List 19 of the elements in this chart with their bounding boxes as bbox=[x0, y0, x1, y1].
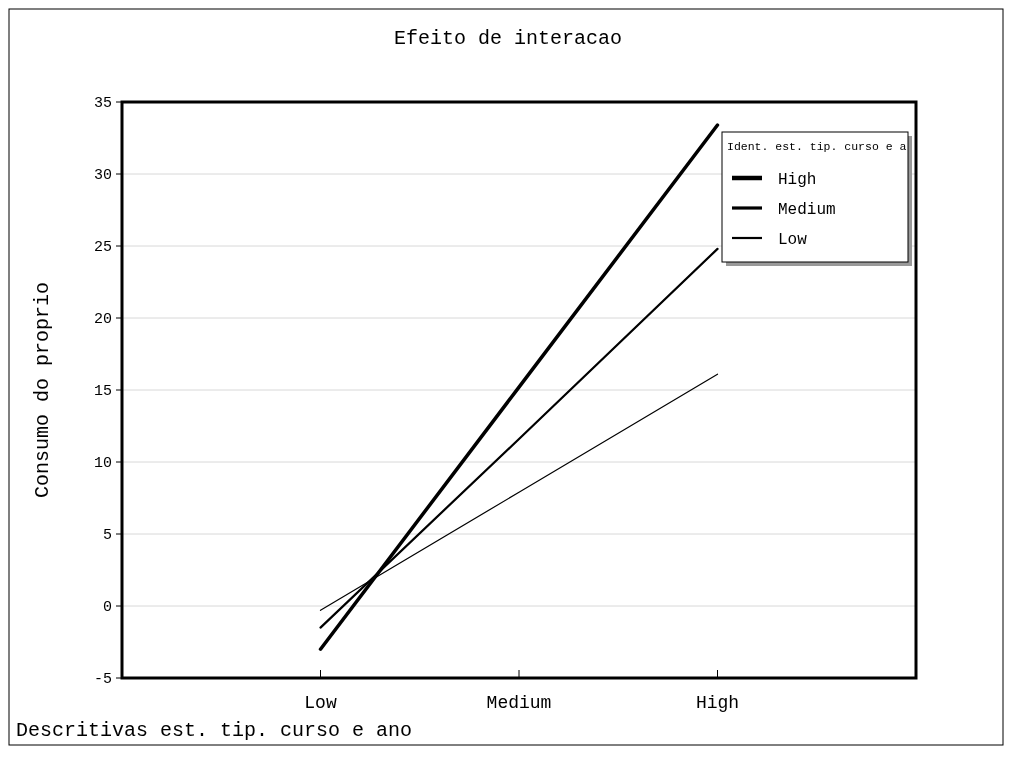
chart-title: Efeito de interacao bbox=[393, 27, 623, 50]
y-tick-label: 5 bbox=[102, 527, 112, 545]
legend-label: High bbox=[778, 170, 817, 189]
y-tick-label: 20 bbox=[93, 311, 112, 329]
x-axis-title: Descritivas est. tip. curso e ano bbox=[16, 719, 413, 742]
legend-label: Medium bbox=[778, 200, 836, 219]
y-tick-label: 15 bbox=[93, 383, 112, 401]
x-tick-label: High bbox=[695, 693, 740, 713]
y-axis-title: Consumo do proprio bbox=[31, 281, 54, 499]
x-tick-label: Low bbox=[304, 693, 337, 713]
x-tick-label: Medium bbox=[486, 693, 552, 713]
y-tick-label: 10 bbox=[93, 455, 112, 473]
y-tick-label: 0 bbox=[102, 599, 112, 617]
legend-title: Ident. est. tip. curso e a bbox=[727, 140, 907, 153]
y-tick-label: 25 bbox=[93, 239, 112, 257]
y-tick-label: 30 bbox=[93, 167, 112, 185]
y-tick-label: -5 bbox=[93, 671, 112, 689]
legend-label: Low bbox=[778, 230, 808, 249]
y-tick-label: 35 bbox=[93, 95, 112, 113]
